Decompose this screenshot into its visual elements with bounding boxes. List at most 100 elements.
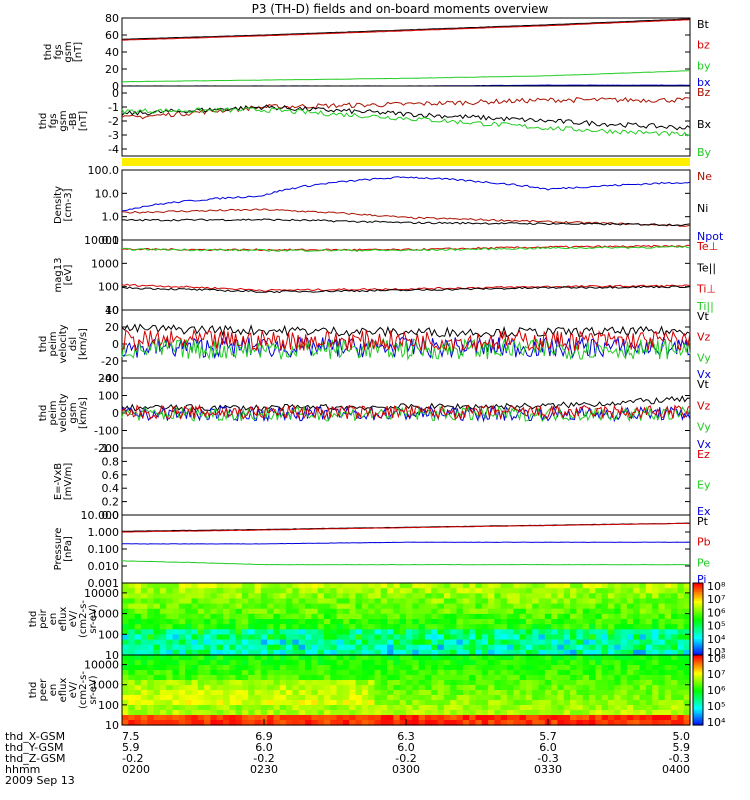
spectrogram-cell [658,603,666,610]
x-row-value: 0400 [662,763,690,776]
y-tick-label: -100 [94,425,119,438]
spectrogram-cell [525,583,533,589]
spectrogram-cell [166,680,174,686]
spectrogram-cell [241,690,249,696]
spectrogram-cell [178,619,186,625]
spectrogram-cell [140,644,148,651]
spectrogram-cell [355,593,363,600]
y-tick-label: 10.0 [95,187,120,200]
series-pressure-pi [122,541,691,545]
spectrogram-cell [677,695,685,701]
spectrogram-cell [570,670,577,676]
spectrogram-cell [469,619,477,625]
legend-pe-label: Pe [697,556,710,569]
spectrogram-cell [595,685,603,691]
spectrogram-cell [513,655,521,661]
spectrogram-cell [424,629,432,636]
spectrogram-cell [122,644,129,651]
spectrogram-cell [210,624,218,630]
spectrogram-cell [210,670,218,676]
spectrogram-cell [279,695,287,701]
spectrogram-cell [589,670,596,676]
spectrogram-cell [671,695,678,701]
spectrogram-cell [361,680,369,686]
spectrogram-cell [645,588,653,594]
spectrogram-cell [500,690,508,696]
colorbar-tick-label: 10⁴ [707,716,726,729]
spectrogram-cell [639,675,647,681]
spectrogram-cell [349,598,357,605]
legend-vy-label: Vy [697,421,711,434]
spectrogram-cell [437,695,445,701]
spectrogram-cell [664,660,672,666]
spectrogram-cell [576,619,584,625]
spectrogram-cell [273,613,281,620]
spectrogram-cell [336,598,344,605]
spectrogram-cell [260,665,268,671]
series-temp-ti [121,245,691,252]
spectrogram-cell [248,685,256,691]
spectrogram-cell [336,655,344,661]
spectrogram-cell [456,649,464,656]
spectrogram-cell [677,588,685,594]
spectrogram-cell [475,710,483,716]
spectrogram-cell [393,710,401,716]
spectrogram-cell [254,700,262,706]
spectrogram-cell [185,715,193,721]
spectrogram-cell [475,720,483,726]
spectrogram-cell [147,655,155,661]
spectrogram-cell [500,680,508,686]
spectrogram-cell [683,624,691,630]
spectrogram-cell [387,619,394,625]
spectrogram-cell [153,665,161,671]
spectrogram-cell [210,710,218,716]
spectrogram-cell [475,629,483,636]
y-axis-label-line: thd [28,682,39,699]
spectrogram-cell [178,588,186,594]
spectrogram-cell [481,715,489,721]
spectrogram-cell [544,655,552,661]
spectrogram-cell [197,705,205,711]
date-label: 2009 Sep 13 [5,774,75,787]
spectrogram-cell [494,644,502,651]
spectrogram-cell [292,588,300,594]
spectrogram-cell [620,665,628,671]
spectrogram-cell [645,665,653,671]
spectrogram-cell [563,675,571,681]
spectrogram-cell [147,685,155,691]
spectrogram-cell [525,588,533,594]
spectrogram-cell [481,649,489,656]
spectrogram-cell [589,593,596,600]
spectrogram-cell [450,583,458,589]
spectrogram-cell [361,715,369,721]
spectrogram-cell [639,588,647,594]
spectrogram-cell [412,598,420,605]
spectrogram-cell [241,675,249,681]
spectrogram-cell [305,715,312,721]
spectrogram-cell [589,660,596,666]
spectrogram-cell [506,715,514,721]
spectrogram-cell [241,608,249,615]
spectrogram-cell [393,685,401,691]
spectrogram-cell [361,639,369,646]
spectrogram-cell [185,690,193,696]
spectrogram-cell [418,619,426,625]
spectrogram-cell [178,720,186,726]
spectrogram-cell [235,593,243,600]
spectrogram-cell [361,695,369,701]
spectrogram-cell [204,649,211,656]
spectrogram-cell [342,613,350,620]
spectrogram-cell [513,619,521,625]
spectrogram-cell [525,675,533,681]
spectrogram-cell [153,644,161,651]
spectrogram-cell [248,700,256,706]
spectrogram-cell [216,613,224,620]
spectrogram-cell [677,710,685,716]
spectrogram-cell [204,685,211,691]
spectrogram-cell [222,629,230,636]
spectrogram-cell [595,634,603,641]
spectrogram-cell [260,655,268,661]
spectrogram-cell [393,680,401,686]
spectrogram-cell [538,634,546,641]
spectrogram-cell [222,603,230,610]
